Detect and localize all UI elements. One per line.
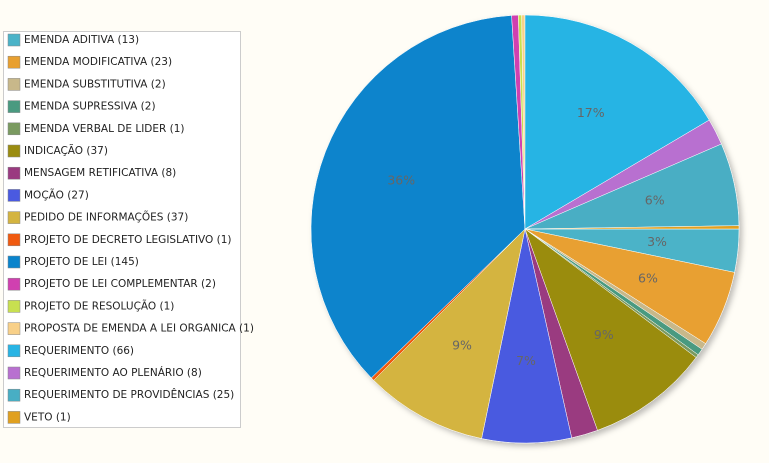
legend-label: PROJETO DE LEI COMPLEMENTAR (2) xyxy=(24,278,216,290)
slice-label: 36% xyxy=(387,173,415,188)
legend-label: MOÇÃO (27) xyxy=(24,188,89,201)
legend-swatch xyxy=(7,166,21,180)
pie-slice xyxy=(524,225,740,230)
slice-label: 9% xyxy=(594,327,614,342)
pie-slice xyxy=(310,15,526,379)
legend-swatch xyxy=(7,277,21,291)
legend-label: REQUERIMENTO AO PLENÁRIO (8) xyxy=(24,366,202,379)
legend-swatch xyxy=(7,411,21,424)
legend-label: EMENDA VERBAL DE LIDER (1) xyxy=(24,123,185,135)
legend-swatch xyxy=(7,300,21,313)
pie-slice xyxy=(524,14,710,230)
slice-label: 7% xyxy=(516,353,536,368)
slice-label: 6% xyxy=(638,270,658,285)
legend-label: EMENDA MODIFICATIVA (23) xyxy=(24,56,172,68)
legend-label: REQUERIMENTO DE PROVIDÊNCIAS (25) xyxy=(24,388,234,401)
legend-label: PROPOSTA DE EMENDA A LEI ORGANICA (1) xyxy=(24,323,254,335)
legend-swatch xyxy=(7,233,21,247)
legend-label: PROJETO DE LEI (145) xyxy=(24,256,139,268)
legend-swatch xyxy=(7,122,21,136)
legend-swatch xyxy=(7,344,21,358)
legend-swatch xyxy=(7,78,21,91)
legend-label: INDICAÇÃO (37) xyxy=(24,144,108,157)
legend-swatch xyxy=(7,144,21,158)
legend-label: PROJETO DE DECRETO LEGISLATIVO (1) xyxy=(24,234,232,246)
pie xyxy=(310,14,740,444)
slice-label: 17% xyxy=(577,105,605,120)
legend-swatch xyxy=(7,189,21,202)
slice-label: 9% xyxy=(452,337,472,352)
legend-swatch xyxy=(7,55,21,69)
legend-label: REQUERIMENTO (66) xyxy=(24,345,134,357)
legend-label: EMENDA SUBSTITUTIVA (2) xyxy=(24,78,166,90)
slice-label: 6% xyxy=(645,193,665,208)
slice-label: 3% xyxy=(647,234,667,249)
pie-slice xyxy=(524,228,697,431)
legend-swatch xyxy=(7,255,21,269)
legend-label: EMENDA SUPRESSIVA (2) xyxy=(24,101,156,113)
legend-swatch xyxy=(7,366,21,380)
legend-swatch xyxy=(7,211,21,224)
legend-box xyxy=(3,31,241,428)
legend-swatch xyxy=(7,388,21,402)
legend-swatch xyxy=(7,100,21,113)
legend-label: MENSAGEM RETIFICATIVA (8) xyxy=(24,167,176,179)
legend-label: EMENDA ADITIVA (13) xyxy=(24,34,139,46)
legend-label: PROJETO DE RESOLUÇÃO (1) xyxy=(24,299,174,312)
legend-label: PEDIDO DE INFORMAÇÕES (37) xyxy=(24,211,188,224)
pie-slice xyxy=(373,228,526,439)
legend-swatch xyxy=(7,33,21,47)
legend-label: VETO (1) xyxy=(24,411,71,423)
legend-swatch xyxy=(7,322,21,335)
